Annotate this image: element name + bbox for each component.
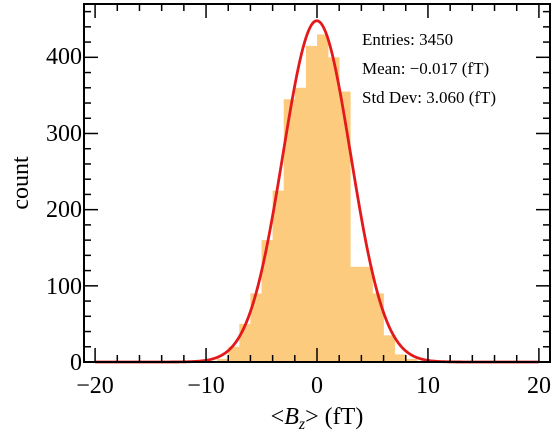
x-tick-labels: −20 −10 0 10 20: [76, 373, 551, 399]
histogram-bar: [339, 91, 351, 362]
x-tick-label: −20: [76, 373, 114, 399]
x-axis-title-variable: B: [284, 404, 299, 430]
histogram-bar: [328, 57, 340, 362]
y-tick-label: 400: [46, 44, 82, 70]
y-tick-label: 200: [46, 197, 82, 223]
x-tick-label: 20: [527, 373, 551, 399]
histogram-bar: [372, 293, 384, 362]
x-tick-label: 10: [416, 373, 440, 399]
y-tick-label: 0: [70, 350, 82, 376]
histogram-bar: [305, 45, 318, 362]
stats-mean: Mean: −0.017 (fT): [362, 59, 489, 78]
histogram-bar: [294, 87, 307, 362]
x-tick-label: −10: [187, 373, 225, 399]
x-axis-title: <Bz> (fT): [271, 404, 364, 433]
y-tick-label: 300: [46, 121, 82, 147]
stats-std-dev: Std Dev: 3.060 (fT): [362, 88, 496, 107]
histogram-bar: [383, 335, 395, 362]
histogram-bar: [350, 266, 362, 362]
histogram-bar: [217, 358, 229, 362]
y-tick-label: 100: [46, 274, 82, 300]
histogram-bar: [394, 354, 407, 362]
histogram-bar: [261, 240, 273, 362]
axis-ticks: [84, 4, 550, 363]
x-axis-title-open: <: [271, 404, 285, 430]
y-axis-title: count: [8, 156, 34, 210]
x-axis-title-subscript: z: [298, 416, 306, 433]
stats-entries: Entries: 3450: [362, 30, 453, 49]
histogram-bar: [250, 293, 262, 362]
histogram-bar: [283, 99, 296, 363]
x-tick-label: 0: [311, 373, 323, 399]
histogram-bar: [228, 346, 240, 362]
histogram-bar: [361, 266, 373, 362]
histogram-bar: [317, 34, 329, 362]
x-axis-title-close: >: [305, 404, 319, 430]
stats-box: Entries: 3450 Mean: −0.017 (fT) Std Dev:…: [362, 30, 496, 107]
histogram-bar: [239, 323, 251, 362]
histogram-bar: [405, 358, 418, 362]
x-axis-title-unit: (fT): [319, 404, 364, 430]
histogram-bar: [272, 190, 285, 362]
y-tick-labels: 0 100 200 300 400: [46, 44, 82, 376]
histogram-bars: [206, 34, 429, 363]
